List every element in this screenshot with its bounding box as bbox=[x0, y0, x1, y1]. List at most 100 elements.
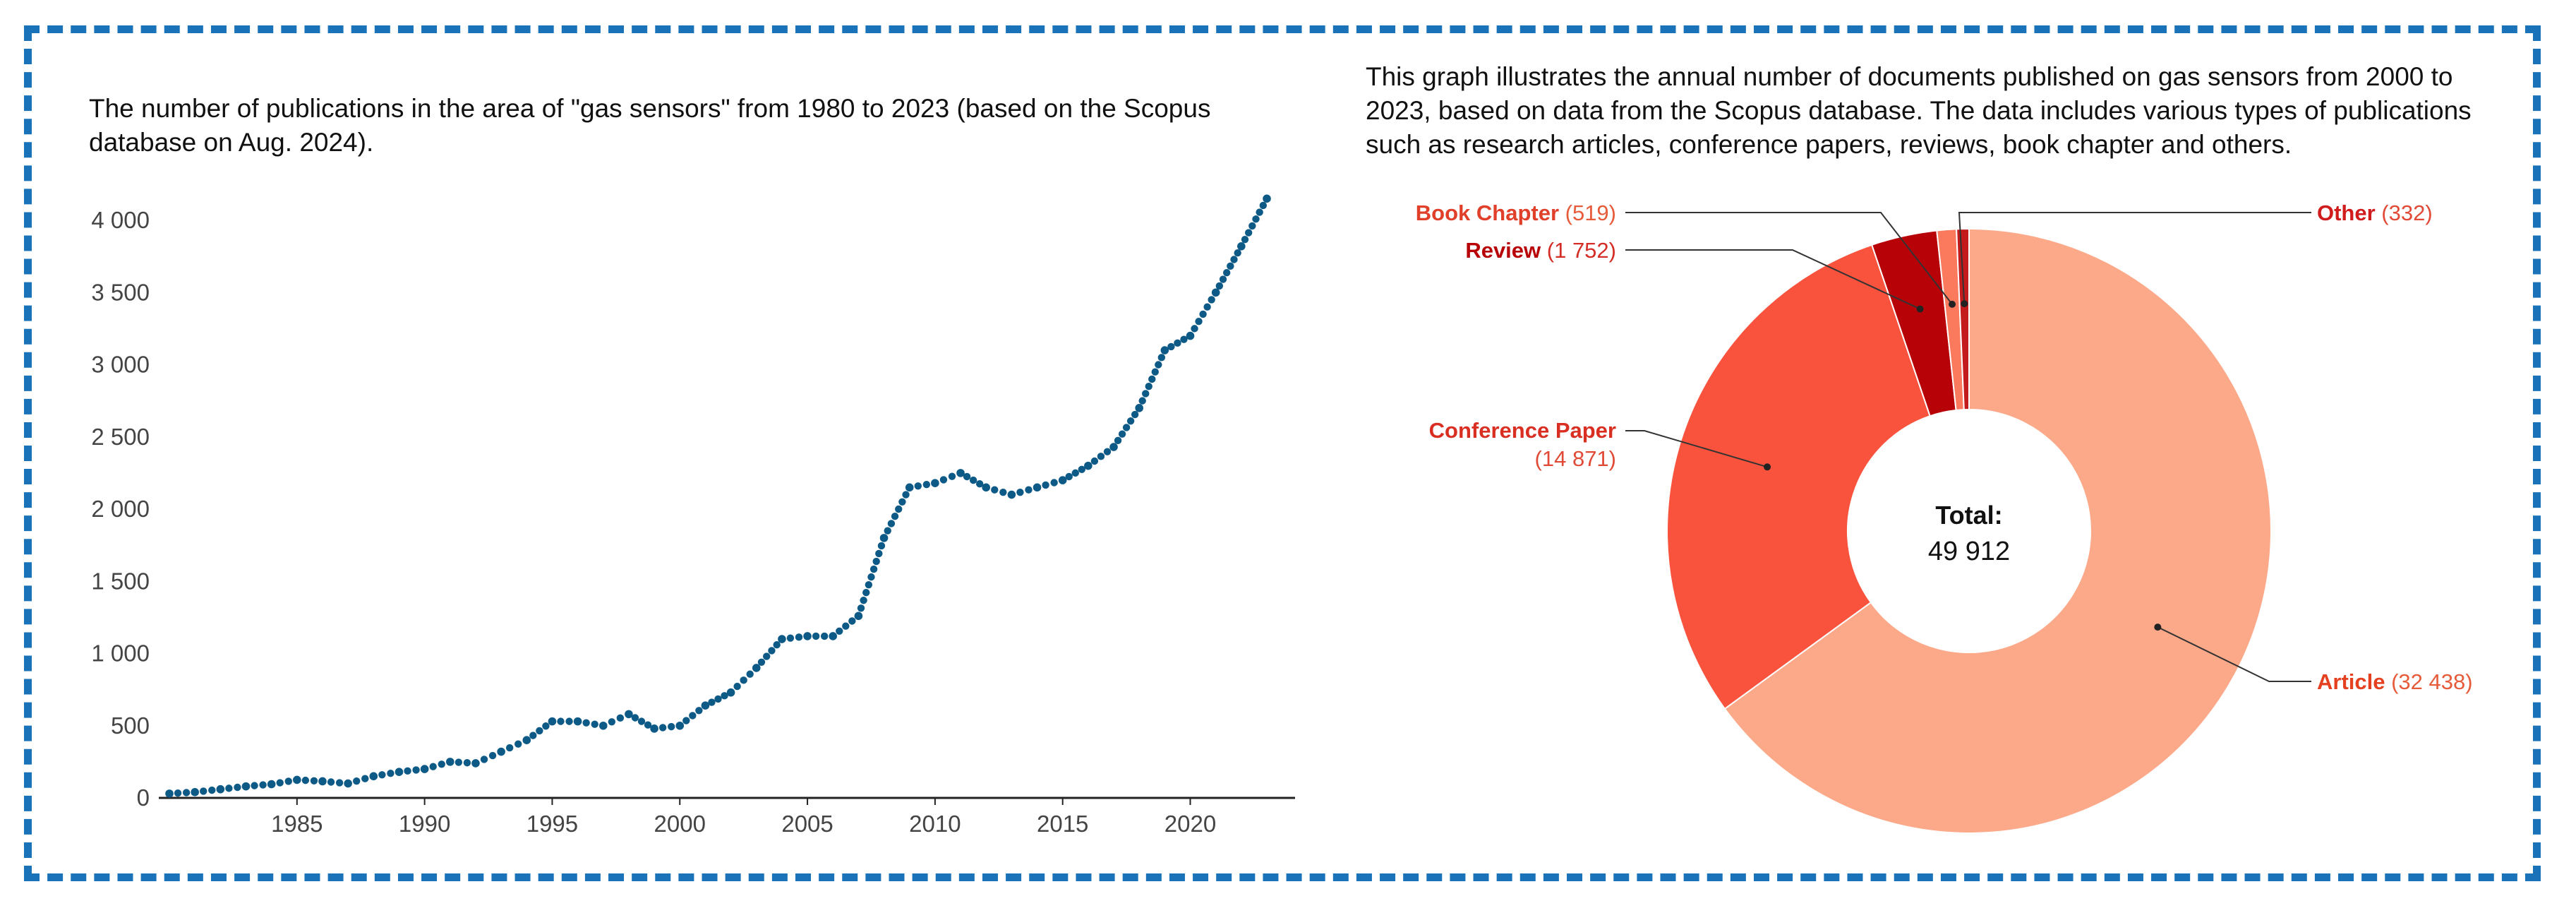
line-dot bbox=[429, 763, 437, 770]
line-dot bbox=[542, 722, 550, 730]
line-dot bbox=[1191, 325, 1198, 333]
line-dot bbox=[284, 777, 292, 785]
line-dot bbox=[1103, 448, 1112, 455]
line-dot bbox=[488, 751, 497, 760]
line-dot bbox=[795, 633, 803, 641]
x-tick-label: 1990 bbox=[399, 811, 450, 837]
line-dot bbox=[773, 641, 781, 649]
line-dot bbox=[1180, 335, 1188, 343]
y-tick-label: 4 000 bbox=[91, 207, 150, 233]
line-dot bbox=[812, 632, 820, 640]
data-point bbox=[216, 784, 225, 794]
line-dot bbox=[1215, 282, 1224, 290]
data-point bbox=[395, 768, 404, 776]
line-dot bbox=[922, 481, 931, 489]
x-tick-label: 2010 bbox=[909, 811, 961, 837]
data-point bbox=[829, 632, 838, 640]
data-point bbox=[598, 721, 608, 730]
data-point bbox=[625, 710, 633, 719]
line-dot bbox=[1122, 424, 1131, 431]
line-dot bbox=[1195, 317, 1203, 326]
line-dot bbox=[999, 488, 1007, 496]
line-dot bbox=[1259, 201, 1268, 210]
donut-chart-description: This graph illustrates the annual number… bbox=[1366, 62, 2472, 159]
data-point bbox=[420, 765, 429, 773]
line-dot bbox=[1157, 354, 1166, 362]
line-dot bbox=[891, 513, 899, 520]
data-point bbox=[803, 632, 812, 640]
data-point bbox=[1263, 194, 1271, 203]
data-point bbox=[165, 789, 174, 798]
line-dot bbox=[352, 777, 361, 785]
line-dot bbox=[1078, 465, 1086, 473]
data-point bbox=[675, 721, 685, 730]
line-dot bbox=[721, 692, 728, 700]
x-tick-label: 2000 bbox=[654, 811, 706, 837]
line-dot bbox=[335, 779, 344, 787]
line-dot bbox=[1148, 375, 1156, 383]
line-dot bbox=[836, 627, 843, 635]
line-dot bbox=[975, 480, 984, 488]
line-dot bbox=[884, 527, 891, 535]
line-dot bbox=[616, 714, 625, 722]
line-dot bbox=[1142, 390, 1150, 398]
line-dot bbox=[644, 721, 652, 729]
line-dot bbox=[862, 589, 870, 597]
data-point bbox=[778, 635, 786, 643]
line-dot bbox=[842, 622, 850, 630]
line-dot bbox=[514, 740, 522, 748]
line-dot bbox=[1219, 275, 1227, 283]
line-dot bbox=[733, 682, 741, 691]
line-dot bbox=[877, 542, 886, 550]
line-dot bbox=[225, 784, 233, 792]
data-point bbox=[1007, 490, 1016, 499]
line-dot bbox=[1145, 382, 1152, 390]
y-tick-label: 2 500 bbox=[91, 424, 150, 450]
line-dot bbox=[695, 707, 703, 715]
line-dot bbox=[361, 775, 369, 782]
line-dot bbox=[565, 717, 573, 725]
line-dot bbox=[608, 718, 616, 726]
line-dot bbox=[963, 472, 971, 481]
line-dot bbox=[1199, 310, 1207, 318]
line-dot bbox=[455, 758, 463, 766]
data-point bbox=[1084, 461, 1093, 470]
y-tick-label: 1 000 bbox=[91, 640, 150, 667]
data-point bbox=[1033, 483, 1042, 492]
y-tick-label: 3 000 bbox=[91, 352, 150, 378]
line-dot bbox=[682, 717, 690, 724]
x-tick-label: 2005 bbox=[781, 811, 833, 837]
y-tick-label: 3 500 bbox=[91, 279, 150, 305]
line-dot bbox=[637, 717, 646, 725]
line-dot bbox=[463, 759, 471, 767]
line-dot bbox=[200, 787, 207, 795]
line-series bbox=[165, 194, 1271, 798]
line-dot bbox=[301, 776, 310, 784]
data-point bbox=[522, 736, 531, 744]
line-dot bbox=[1234, 249, 1241, 257]
line-dot bbox=[867, 573, 875, 581]
line-dot bbox=[480, 756, 488, 763]
line-dot bbox=[1230, 256, 1238, 263]
line-chart-description: The number of publications in the area o… bbox=[89, 94, 1211, 157]
line-dot bbox=[1244, 229, 1253, 237]
line-dot bbox=[757, 658, 766, 666]
line-dot bbox=[529, 732, 537, 739]
dashed-frame bbox=[24, 25, 2541, 881]
line-dot bbox=[786, 634, 795, 642]
data-point bbox=[650, 724, 658, 733]
line-dot bbox=[869, 565, 878, 573]
line-dot bbox=[746, 670, 754, 678]
line-dot bbox=[1203, 303, 1211, 311]
data-point bbox=[1186, 331, 1195, 340]
x-tick-label: 1995 bbox=[526, 811, 578, 837]
line-chart: 0 500 1 000 1 500 2 000 2 500 3 000 3 500 4 000 1… bbox=[91, 194, 1295, 837]
line-dot bbox=[1114, 436, 1122, 445]
line-dot bbox=[991, 486, 999, 494]
line-dot bbox=[1174, 339, 1181, 347]
line-dot bbox=[872, 557, 880, 566]
line-dot bbox=[865, 580, 873, 589]
line-dot bbox=[1090, 457, 1099, 465]
data-point bbox=[701, 701, 710, 710]
line-dot bbox=[234, 783, 241, 792]
